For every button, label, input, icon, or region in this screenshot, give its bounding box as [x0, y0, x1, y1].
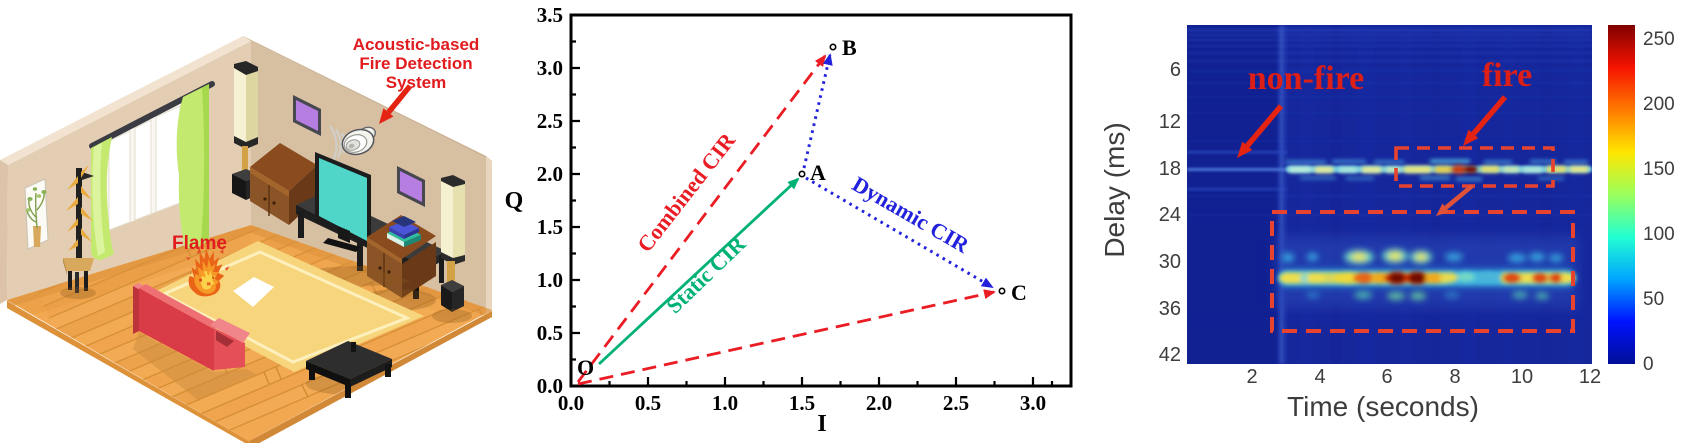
svg-text:50: 50: [1643, 289, 1664, 310]
svg-text:0.0: 0.0: [558, 391, 584, 415]
svg-text:System: System: [386, 73, 446, 92]
svg-text:1.0: 1.0: [712, 391, 738, 415]
svg-text:0.5: 0.5: [537, 321, 563, 345]
svg-text:non-fire: non-fire: [1248, 60, 1364, 97]
svg-text:2: 2: [1246, 366, 1257, 388]
svg-text:Static CIR: Static CIR: [661, 230, 751, 318]
svg-text:Time (seconds): Time (seconds): [1287, 391, 1479, 422]
svg-text:C: C: [1011, 280, 1027, 305]
svg-text:36: 36: [1159, 298, 1181, 320]
svg-text:Dynamic CIR: Dynamic CIR: [848, 171, 974, 258]
svg-text:150: 150: [1643, 159, 1675, 180]
svg-text:A: A: [810, 160, 826, 185]
svg-text:24: 24: [1159, 204, 1181, 226]
svg-text:Delay (ms): Delay (ms): [1100, 122, 1130, 257]
svg-text:3.0: 3.0: [537, 56, 563, 80]
svg-text:fire: fire: [1482, 57, 1532, 94]
svg-text:6: 6: [1381, 366, 1392, 388]
svg-text:I: I: [817, 411, 826, 437]
svg-text:0.0: 0.0: [537, 374, 563, 398]
svg-text:Fire Detection: Fire Detection: [359, 54, 472, 73]
svg-text:Acoustic-based: Acoustic-based: [353, 35, 480, 54]
svg-text:2.5: 2.5: [537, 109, 563, 133]
svg-text:2.5: 2.5: [943, 391, 969, 415]
svg-text:42: 42: [1159, 344, 1181, 366]
svg-text:250: 250: [1643, 29, 1675, 50]
svg-text:O: O: [577, 355, 594, 380]
svg-text:0.5: 0.5: [635, 391, 661, 415]
svg-text:10: 10: [1511, 366, 1533, 388]
svg-text:12: 12: [1159, 111, 1181, 133]
svg-text:4: 4: [1314, 366, 1325, 388]
svg-text:3.5: 3.5: [537, 3, 563, 27]
svg-text:2.0: 2.0: [537, 162, 563, 186]
svg-text:Flame: Flame: [172, 233, 227, 254]
svg-text:0: 0: [1643, 354, 1654, 375]
svg-text:Q: Q: [505, 188, 524, 214]
svg-text:18: 18: [1159, 158, 1181, 180]
svg-text:2.0: 2.0: [866, 391, 892, 415]
svg-text:6: 6: [1170, 59, 1181, 81]
svg-text:12: 12: [1579, 366, 1601, 388]
svg-text:3.0: 3.0: [1020, 391, 1046, 415]
svg-text:1.5: 1.5: [789, 391, 815, 415]
svg-text:8: 8: [1449, 366, 1460, 388]
svg-text:1.5: 1.5: [537, 215, 563, 239]
svg-text:B: B: [842, 35, 857, 60]
svg-text:1.0: 1.0: [537, 268, 563, 292]
svg-text:200: 200: [1643, 94, 1675, 115]
svg-text:100: 100: [1643, 224, 1675, 245]
svg-text:30: 30: [1159, 251, 1181, 273]
